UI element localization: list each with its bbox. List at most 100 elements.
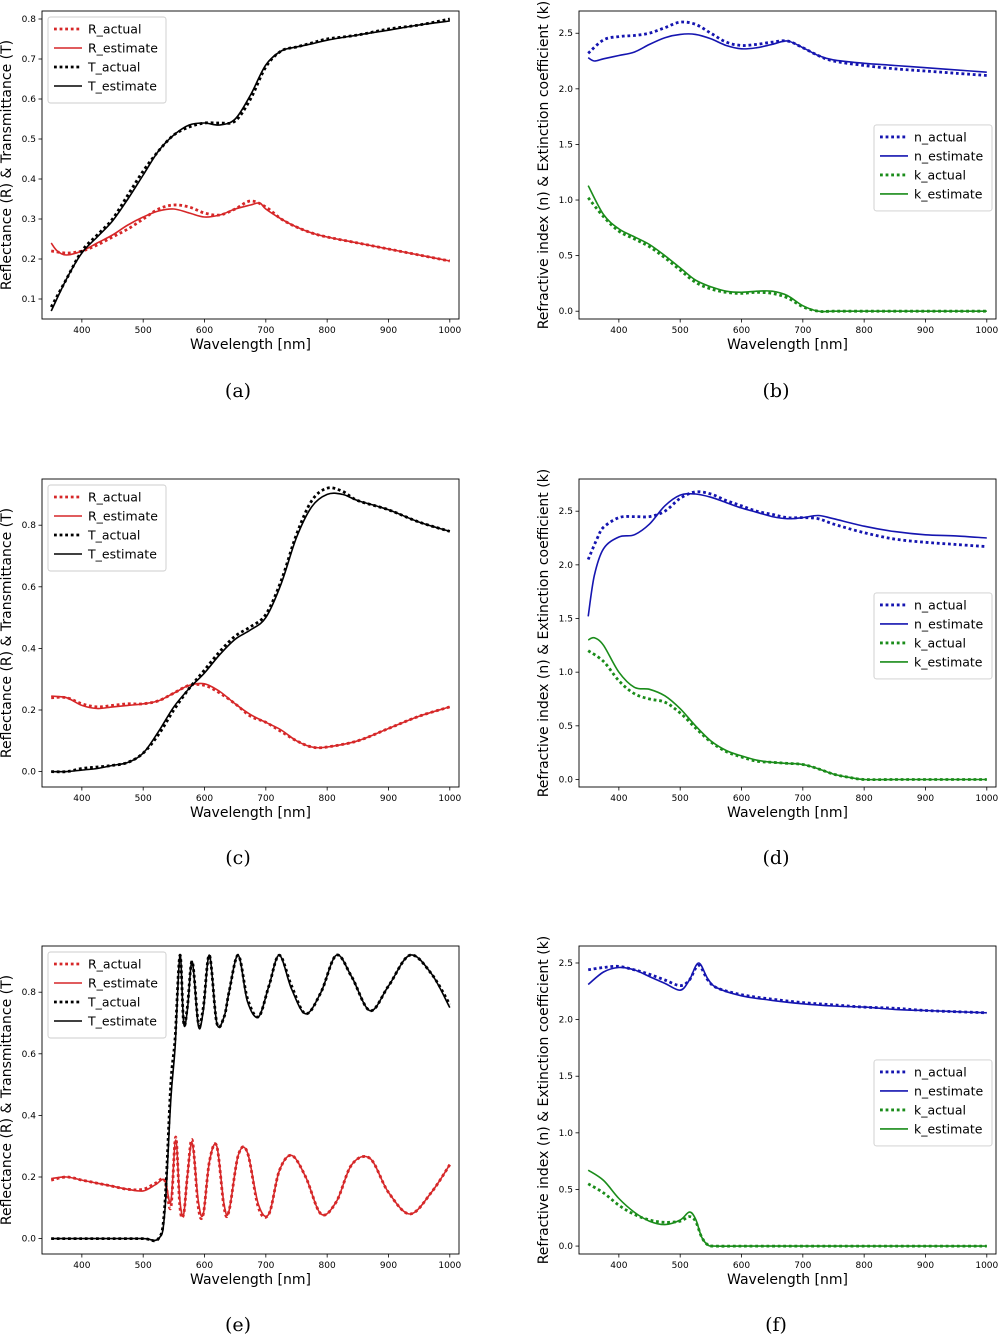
- series-line-n-actual: [587, 20, 987, 77]
- x-tick-label: 600: [196, 326, 213, 336]
- legend-label: k_actual: [914, 635, 966, 650]
- legend-box: [47, 484, 167, 572]
- x-tick-label: 700: [794, 1261, 811, 1271]
- x-axis-label: Wavelength [nm]: [727, 805, 848, 821]
- x-tick-label: 900: [917, 326, 934, 336]
- series-line-t-actual: [51, 486, 451, 774]
- series-group: [49, 17, 451, 312]
- y-tick-label: 2.5: [559, 507, 573, 517]
- series-line-t-estimate: [50, 20, 450, 312]
- legend-label: T_estimate: [87, 79, 157, 94]
- series-line-r-estimate: [51, 1139, 451, 1218]
- plot-frame: [41, 945, 460, 1255]
- chart-panel-c: 400 500 600 700 800 900 1000 0.0 0.2 0.4 0.6 0.8 Wav…: [0, 478, 462, 869]
- legend-box: [47, 951, 167, 1039]
- legend-label: R_actual: [88, 957, 141, 972]
- y-tick-label: 1.0: [559, 668, 574, 678]
- series-group: [587, 962, 987, 1248]
- x-tick-label: 400: [73, 1261, 90, 1271]
- chart-panel-f: 400 500 600 700 800 900 1000 0.0 0.5 1.0 1.5 2.0 2.5…: [536, 936, 999, 1336]
- series-group: [586, 490, 987, 782]
- series-line-k-actual: [587, 196, 987, 313]
- x-tick-label: 900: [380, 1261, 397, 1271]
- x-tick-label: 700: [257, 326, 274, 336]
- x-tick-label: 900: [917, 1261, 934, 1271]
- series-line-k-actual: [587, 1182, 987, 1248]
- legend: n_actual n_estimate k_actual k_estimate: [873, 592, 993, 680]
- legend-label: k_estimate: [914, 186, 983, 201]
- y-tick-label: 1.5: [559, 615, 573, 625]
- y-tick-label: 0.0: [559, 307, 574, 317]
- x-tick-label: 600: [733, 794, 750, 804]
- series-line-n-estimate: [587, 492, 987, 617]
- y-tick-label: 0.5: [559, 722, 573, 732]
- y-tick-label: 0.4: [22, 175, 37, 185]
- y-tick-label: 0.0: [22, 1235, 37, 1245]
- x-axis-label: Wavelength [nm]: [190, 1272, 311, 1288]
- legend-label: k_actual: [914, 167, 966, 182]
- x-tick-label: 600: [733, 326, 750, 336]
- y-tick-label: 0.5: [559, 252, 573, 262]
- series-line-r-actual: [51, 683, 451, 750]
- legend-label: R_estimate: [88, 976, 158, 991]
- y-tick-label: 2.5: [559, 29, 573, 39]
- x-tick-label: 900: [917, 794, 934, 804]
- legend-box: [873, 1059, 993, 1147]
- y-tick-label: 2.0: [559, 1016, 574, 1026]
- x-axis-label: Wavelength [nm]: [190, 337, 311, 353]
- y-tick-label: 0.4: [22, 1111, 37, 1121]
- panel-caption: (d): [763, 847, 790, 869]
- y-tick-label: 1.5: [559, 140, 573, 150]
- legend-label: T_actual: [87, 995, 140, 1010]
- series-line-k-estimate: [587, 185, 987, 313]
- y-axis-label: Reflectance (R) & Transmittance (T): [0, 40, 15, 290]
- legend: R_actual R_estimate T_actual T_estimate: [47, 484, 167, 572]
- x-tick-label: 500: [672, 326, 689, 336]
- x-tick-label: 900: [380, 794, 397, 804]
- x-tick-label: 400: [73, 794, 90, 804]
- legend-box: [873, 592, 993, 680]
- legend-label: T_estimate: [87, 1014, 157, 1029]
- plot-frame: [41, 478, 460, 788]
- panel-caption: (f): [765, 1314, 787, 1336]
- x-tick-label: 1000: [438, 326, 461, 336]
- legend-label: n_estimate: [914, 1083, 983, 1098]
- plot-frame: [578, 945, 997, 1255]
- x-tick-label: 500: [135, 326, 152, 336]
- x-axis-label: Wavelength [nm]: [727, 337, 848, 353]
- x-tick-label: 600: [196, 794, 213, 804]
- y-axis-label: Reflectance (R) & Transmittance (T): [0, 508, 15, 758]
- y-tick-label: 2.0: [559, 85, 574, 95]
- y-tick-label: 0.5: [559, 1185, 573, 1195]
- y-tick-label: 0.2: [22, 255, 36, 265]
- series-line-r-actual: [50, 1135, 451, 1221]
- x-tick-label: 500: [135, 794, 152, 804]
- legend-label: R_actual: [88, 490, 141, 505]
- x-tick-label: 400: [610, 1261, 627, 1271]
- legend-box: [47, 16, 167, 104]
- legend-label: T_actual: [87, 60, 140, 75]
- chart-panel-d: 400 500 600 700 800 900 1000 0.0 0.5 1.0 1.5 2.0 2.5…: [536, 469, 999, 869]
- legend: n_actual n_estimate k_actual k_estimate: [873, 124, 993, 212]
- y-tick-label: 0.8: [22, 15, 37, 25]
- series-group: [51, 486, 451, 774]
- series-line-t-estimate: [51, 492, 451, 773]
- series-line-t-estimate: [51, 954, 451, 1242]
- legend-label: R_actual: [88, 22, 141, 37]
- legend-label: n_estimate: [914, 148, 983, 163]
- legend: n_actual n_estimate k_actual k_estimate: [873, 1059, 993, 1147]
- x-tick-label: 800: [856, 794, 873, 804]
- series-line-k-actual: [587, 649, 987, 782]
- x-tick-label: 800: [856, 1261, 873, 1271]
- x-tick-label: 600: [196, 1261, 213, 1271]
- y-tick-label: 0.8: [22, 521, 37, 531]
- panel-caption: (a): [225, 380, 251, 402]
- chart-panel-b: 400 500 600 700 800 900 1000 0.0 0.5 1.0 1.5 2.0 2.5…: [536, 1, 999, 402]
- series-line-r-estimate: [51, 682, 451, 749]
- series-line-n-actual: [586, 490, 987, 561]
- x-tick-label: 1000: [975, 326, 998, 336]
- y-tick-label: 0.5: [22, 135, 36, 145]
- y-tick-label: 0.1: [22, 295, 36, 305]
- series-line-r-actual: [51, 199, 451, 263]
- x-tick-label: 700: [794, 794, 811, 804]
